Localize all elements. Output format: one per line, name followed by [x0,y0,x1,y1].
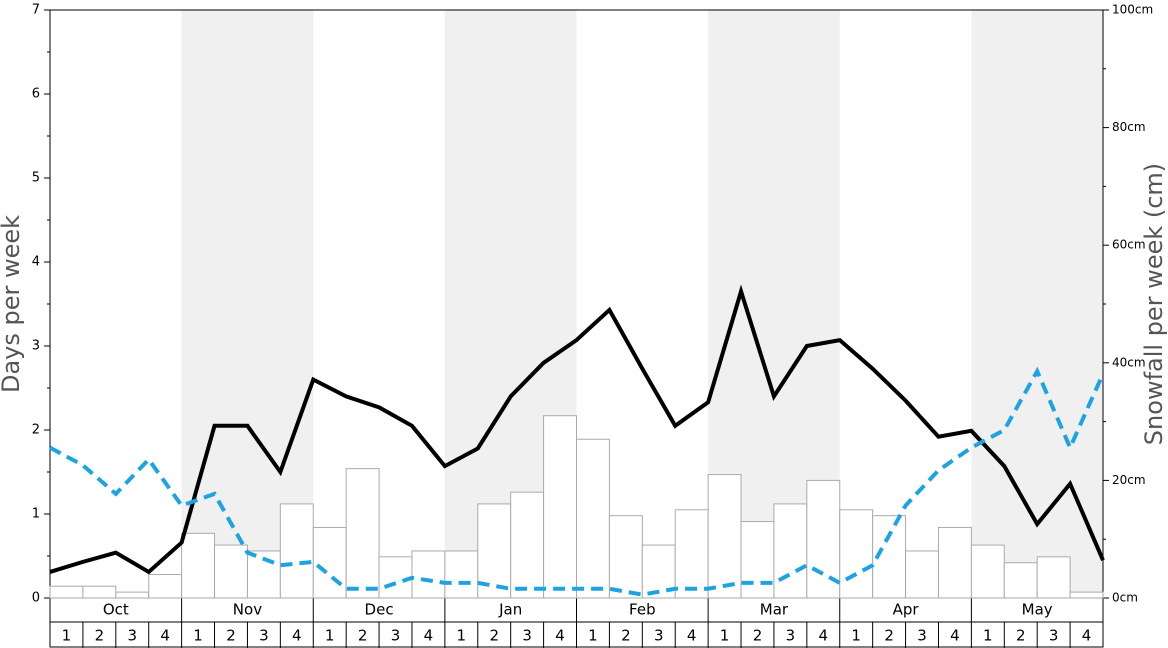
bar [839,509,874,599]
line [49,366,1105,597]
bar [674,509,709,599]
bar [115,591,150,599]
y-tick-label: 3 [32,339,40,354]
y2-tick-label: 0cm [1112,591,1138,605]
week-label: 1 [588,627,598,645]
bar [1036,556,1071,599]
week-label: 1 [325,627,335,645]
month-band [181,10,314,598]
bar [345,468,380,599]
y2-tick-label: 20cm [1112,473,1146,487]
week-label: 4 [1082,627,1092,645]
month-label: Jan [498,601,522,619]
y2-axis-title: Snowfall per week (cm) [1140,163,1168,445]
month-band [971,10,1103,598]
bar [641,544,676,599]
bar [312,526,347,599]
y-tick-label: 6 [32,87,40,102]
week-label: 4 [687,627,697,645]
week-label: 4 [160,627,170,645]
line [49,284,1105,575]
month-label: Feb [629,601,656,619]
bar [444,550,479,599]
month-label: Mar [760,601,789,619]
bar [378,556,413,599]
week-label: 1 [851,627,861,645]
y-tick-label: 2 [32,423,40,438]
bar [543,415,577,599]
bar [82,585,117,599]
bar [740,521,775,599]
month-label: Apr [893,601,920,619]
bar [181,532,216,599]
y2-tick-label: 60cm [1112,238,1146,252]
y2-tick-label: 80cm [1112,120,1146,134]
week-label: 3 [786,627,796,645]
week-label: 2 [226,627,236,645]
bar [905,550,939,599]
bar [279,503,314,599]
week-label: 2 [1016,627,1026,645]
month-label: Dec [365,601,394,619]
week-label: 3 [391,627,401,645]
week-label: 1 [62,627,72,645]
month-label: May [1022,601,1053,619]
week-label: 2 [95,627,105,645]
bar [510,491,545,599]
y-tick-label: 1 [32,507,40,522]
y2-tick-label: 40cm [1112,355,1146,369]
bar [214,544,248,599]
week-label: 3 [654,627,664,645]
y-tick-label: 4 [32,255,40,270]
week-label: 4 [819,627,829,645]
bar [937,526,972,599]
week-label: 3 [1049,627,1059,645]
bar [707,474,742,599]
bar [411,550,446,599]
week-label: 2 [753,627,763,645]
week-label: 1 [983,627,993,645]
week-label: 3 [917,627,927,645]
y-tick-label: 0 [32,591,40,606]
week-label: 2 [358,627,368,645]
bar [576,438,610,599]
bar [773,503,808,599]
week-label: 3 [127,627,137,645]
week-label: 4 [424,627,434,645]
bar [1003,562,1038,599]
week-label: 3 [522,627,532,645]
week-label: 3 [259,627,269,645]
bar [970,544,1005,599]
week-label: 4 [555,627,565,645]
month-label: Nov [233,601,262,619]
week-label: 1 [193,627,203,645]
week-label: 4 [950,627,960,645]
bar [1069,591,1104,599]
y-tick-label: 5 [32,171,40,186]
week-label: 2 [621,627,631,645]
bar [608,515,643,599]
month-label: Oct [103,601,129,619]
y-axis-title: Days per week [0,215,25,393]
bar [148,573,183,599]
week-label: 1 [457,627,467,645]
y2-tick-label: 100cm [1112,3,1153,17]
week-label: 2 [489,627,499,645]
week-label: 2 [884,627,894,645]
week-label: 1 [720,627,730,645]
week-label: 4 [292,627,302,645]
y-tick-label: 7 [32,3,40,18]
bar [49,585,84,599]
